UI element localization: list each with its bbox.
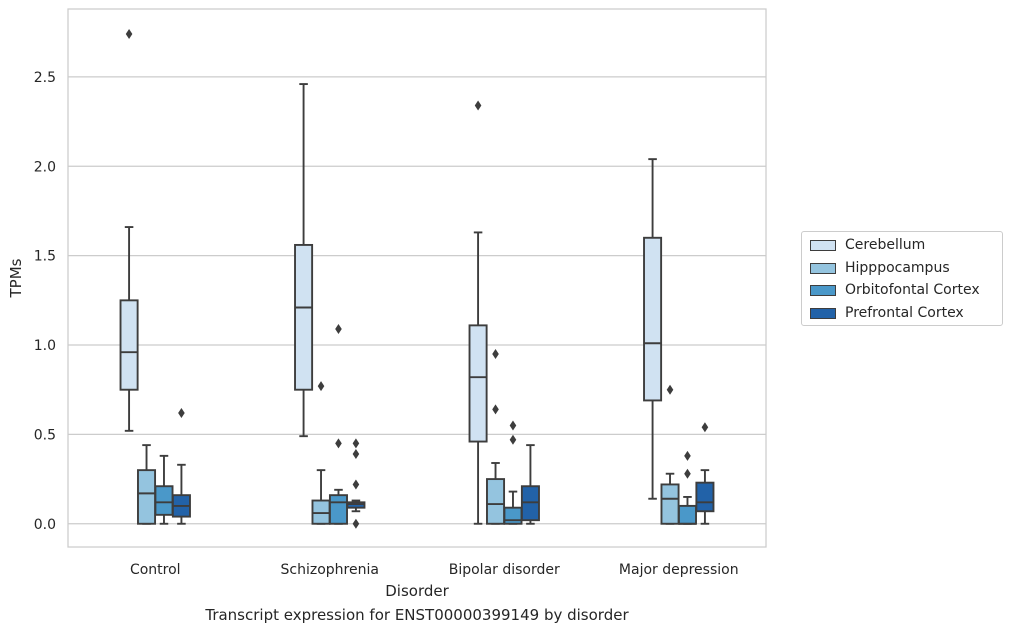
outlier-point [666, 384, 674, 395]
box-prefrontal-cortex [171, 407, 191, 525]
iqr-box [660, 483, 680, 525]
legend-label: Cerebellum [845, 237, 926, 253]
x-tick-label: Bipolar disorder [449, 562, 560, 578]
outlier-point [701, 422, 709, 433]
iqr-box [677, 504, 697, 525]
box-orbitofontal-cortex [677, 450, 697, 525]
outlier-point [492, 348, 499, 359]
box-cerebellum [294, 83, 314, 438]
legend-swatch [810, 239, 836, 251]
outlier-point [352, 449, 360, 460]
legend-swatch [810, 262, 836, 274]
box-orbitofontal-cortex [154, 454, 174, 525]
outlier-point [352, 479, 360, 490]
iqr-box [294, 243, 314, 391]
iqr-box [643, 236, 663, 402]
iqr-box [119, 299, 139, 391]
outlier-point [125, 29, 133, 40]
outlier-point [684, 468, 691, 479]
legend-item-prefrontal-cortex: Prefrontal Cortex [810, 305, 964, 321]
x-tick-label: Control [130, 562, 181, 578]
box-hipppocampus [486, 348, 506, 525]
x-tick-label: Schizophrenia [281, 562, 379, 578]
box-prefrontal-cortex [520, 444, 540, 525]
y-tick-label: 1.0 [34, 338, 56, 354]
legend-item-hippocampus: Hipppocampus [810, 260, 950, 276]
box-prefrontal-cortex [695, 422, 715, 525]
iqr-box [695, 481, 715, 513]
y-axis-ticks: 0.0 0.5 1.0 1.5 2.0 2.5 [34, 70, 56, 533]
outlier-point [352, 518, 360, 529]
legend: Cerebellum Hipppocampus Orbitofontal Cor… [801, 231, 1003, 326]
outlier-point [317, 381, 325, 392]
y-tick-label: 2.5 [34, 70, 56, 86]
x-tick-label: Major depression [619, 562, 739, 578]
x-axis-ticks: Control Schizophrenia Bipolar disorder Majo… [130, 562, 739, 578]
y-tick-label: 1.5 [34, 249, 56, 265]
box-prefrontal-cortex [346, 438, 366, 529]
y-tick-label: 0.5 [34, 427, 56, 443]
box-cerebellum [119, 29, 139, 432]
legend-item-cerebellum: Cerebellum [810, 237, 925, 253]
iqr-box [154, 485, 174, 516]
outlier-point [474, 100, 482, 111]
outlier-point [335, 438, 342, 449]
figure-caption: Transcript expression for ENST0000039914… [205, 606, 629, 624]
y-tick-label: 0.0 [34, 517, 56, 533]
x-axis-label: Disorder [385, 582, 449, 600]
box-orbitofontal-cortex [503, 420, 523, 525]
boxes [119, 29, 715, 529]
box-cerebellum [468, 100, 488, 525]
box-cerebellum [643, 158, 663, 500]
outlier-point [684, 450, 691, 461]
iqr-box [486, 478, 506, 525]
legend-label: Orbitofontal Cortex [845, 282, 980, 298]
y-axis-label: TPMs [7, 258, 25, 298]
outlier-point [509, 434, 517, 445]
iqr-box [503, 506, 523, 525]
outlier-point [352, 438, 360, 449]
box-hipppocampus [660, 384, 680, 525]
outlier-point [178, 407, 185, 418]
y-tick-label: 2.0 [34, 159, 56, 175]
outlier-point [509, 420, 517, 431]
iqr-box [137, 469, 157, 525]
iqr-box [328, 494, 348, 525]
iqr-box [468, 324, 488, 443]
box-orbitofontal-cortex [328, 323, 348, 525]
legend-item-orbitofrontal-cortex: Orbitofontal Cortex [810, 282, 980, 298]
legend-label: Hipppocampus [845, 260, 950, 276]
legend-swatch [810, 307, 836, 319]
outlier-point [335, 323, 342, 334]
legend-swatch [810, 284, 836, 296]
legend-label: Prefrontal Cortex [845, 305, 964, 321]
outlier-point [492, 404, 499, 415]
